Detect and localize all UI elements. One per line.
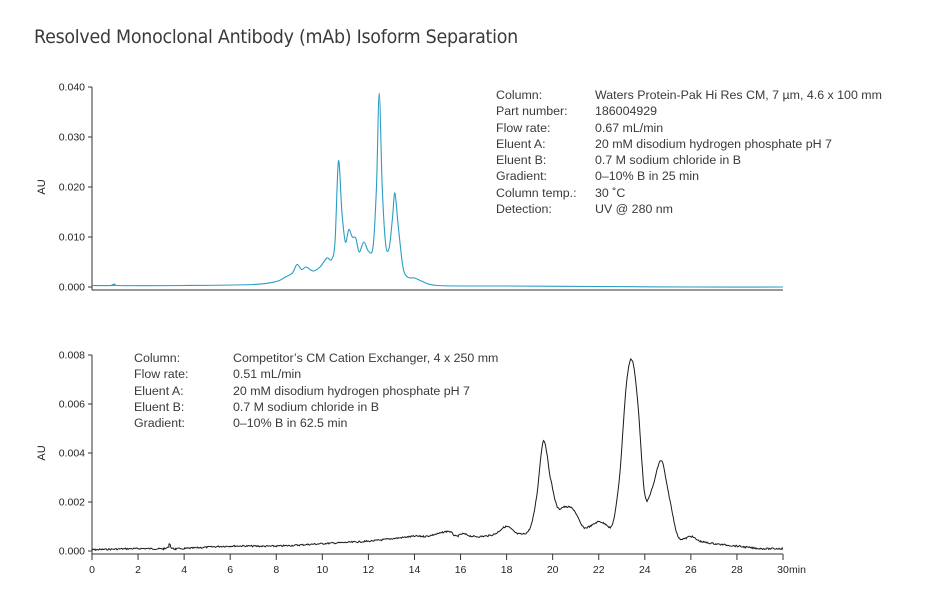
condition-row: Flow rate: 0.67 mL/min: [496, 120, 882, 136]
x-tick-label: 16: [455, 564, 467, 576]
chromatogram-trace: [91, 358, 784, 552]
condition-value: 0.51 mL/min: [233, 367, 302, 382]
y-tick-label: 0.006: [59, 399, 85, 411]
x-tick-label: 22: [593, 564, 605, 576]
chromatogram-trace: [91, 92, 784, 288]
condition-value: Competitor’s CM Cation Exchanger, 4 x 25…: [233, 351, 499, 365]
y-axis-label: AU: [36, 445, 48, 460]
y-tick-label: 0.004: [59, 448, 85, 460]
condition-row: Eluent B: 0.7 M sodium chloride in B: [496, 152, 882, 168]
figure-title: Resolved Monoclonal Antibody (mAb) Isofo…: [34, 26, 518, 48]
condition-value: 20 mM disodium hydrogen phosphate pH 7: [233, 383, 470, 398]
y-tick-label: 0.020: [59, 182, 85, 194]
x-tick-label: 12: [363, 564, 375, 576]
condition-value: 186004929: [595, 104, 658, 119]
condition-value: 0.67 mL/min: [595, 120, 664, 135]
condition-value: 0–10% B in 25 min: [595, 169, 700, 184]
condition-key: Eluent A:: [134, 383, 184, 398]
condition-key: Part number:: [496, 104, 568, 119]
condition-value: 0.7 M sodium chloride in B: [595, 153, 742, 168]
condition-value: UV @ 280 nm: [595, 202, 674, 217]
condition-key: Eluent A:: [496, 136, 546, 151]
condition-row: Column: Waters Protein-Pak Hi Res CM, 7 µ…: [496, 87, 882, 103]
x-tick-label: 10: [316, 564, 328, 576]
condition-value: 0.7 M sodium chloride in B: [233, 399, 380, 414]
x-tick-label: 2: [135, 564, 141, 576]
x-tick-label: 0: [89, 564, 95, 576]
y-tick-label: 0.030: [59, 132, 85, 144]
condition-row: Eluent A: 20 mM disodium hydrogen phospha…: [496, 136, 882, 152]
x-tick-label: 8: [273, 564, 279, 576]
condition-value: 0–10% B in 62.5 min: [233, 416, 348, 431]
x-tick-label: 18: [501, 564, 513, 576]
condition-key: Gradient:: [496, 169, 547, 184]
condition-key: Column temp.:: [496, 185, 577, 200]
y-tick-label: 0.040: [59, 82, 85, 94]
condition-value: 20 mM disodium hydrogen phosphate pH 7: [595, 136, 832, 151]
y-tick-label: 0.002: [59, 497, 85, 509]
condition-row: Gradient: 0–10% B in 25 min: [496, 168, 882, 184]
x-tick-label: 24: [639, 564, 651, 576]
y-tick-label: 0.000: [59, 546, 85, 558]
top-method-conditions: Column: Waters Protein-Pak Hi Res CM, 7 µ…: [496, 87, 882, 217]
x-tick-label: 28: [731, 564, 743, 576]
condition-row: Flow rate: 0.51 mL/min: [134, 366, 498, 382]
condition-key: Flow rate:: [134, 367, 189, 382]
y-tick-label: 0.000: [59, 282, 85, 294]
condition-row: Column temp.: 30 ˚C: [496, 185, 882, 201]
y-tick-label: 0.008: [59, 350, 85, 362]
x-tick-label: 6: [227, 564, 233, 576]
condition-key: Gradient:: [134, 416, 185, 431]
bottom-method-conditions: Column: Competitor’s CM Cation Exchanger,…: [134, 350, 498, 431]
condition-key: Detection:: [496, 202, 552, 217]
x-tick-label: 14: [409, 564, 421, 576]
x-tick-label: 30: [777, 564, 789, 576]
condition-row: Column: Competitor’s CM Cation Exchanger,…: [134, 350, 498, 366]
top-chromatogram: 0.000 0.010 0.020 0.030 0.040 AU: [36, 82, 784, 294]
x-axis-unit: min: [789, 564, 806, 576]
condition-value: 30 ˚C: [595, 185, 626, 200]
condition-key: Column:: [134, 351, 181, 365]
condition-value: Waters Protein-Pak Hi Res CM, 7 µm, 4.6 …: [595, 88, 882, 102]
condition-row: Detection: UV @ 280 nm: [496, 201, 882, 217]
condition-row: Eluent B: 0.7 M sodium chloride in B: [134, 399, 498, 415]
condition-key: Eluent B:: [134, 399, 185, 414]
condition-key: Eluent B:: [496, 153, 547, 168]
condition-row: Gradient: 0–10% B in 62.5 min: [134, 415, 498, 431]
condition-key: Flow rate:: [496, 120, 551, 135]
y-tick-label: 0.010: [59, 232, 85, 244]
condition-row: Eluent A: 20 mM disodium hydrogen phospha…: [134, 383, 498, 399]
x-tick-label: 26: [685, 564, 697, 576]
x-tick-label: 4: [181, 564, 187, 576]
condition-key: Column:: [496, 88, 543, 102]
x-tick-label: 20: [547, 564, 559, 576]
y-axis-label: AU: [36, 179, 48, 194]
condition-row: Part number: 186004929: [496, 103, 882, 119]
